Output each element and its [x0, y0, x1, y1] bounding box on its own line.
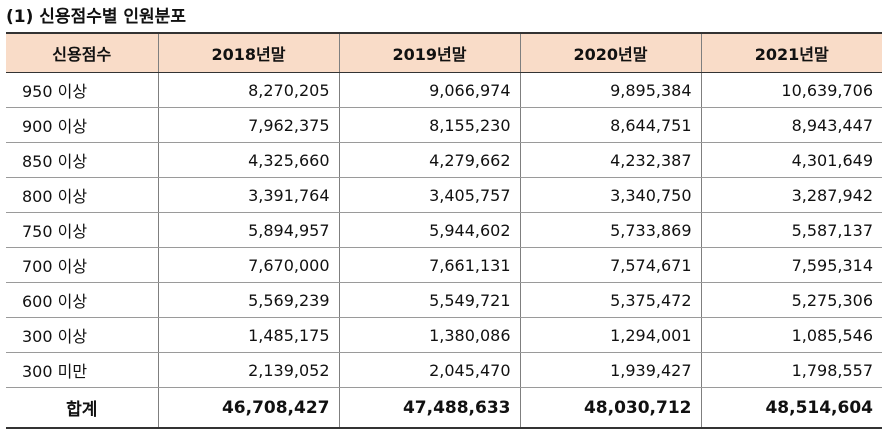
- header-credit-score: 신용점수: [6, 32, 159, 73]
- table-row: 800 이상 3,391,764 3,405,757 3,340,750 3,287,9…: [6, 177, 882, 213]
- table-header: 신용점수 2018년말 2019년말 2020년말 2021년말: [6, 32, 882, 73]
- cell-2019: 2,045,470: [338, 352, 521, 388]
- cell-2021: 7,595,314: [700, 247, 882, 283]
- credit-score-distribution-table: 신용점수 2018년말 2019년말 2020년말 2021년말 950 이상 8…: [6, 32, 882, 429]
- header-row: 신용점수 2018년말 2019년말 2020년말 2021년말: [6, 32, 882, 73]
- cell-2018: 3,391,764: [157, 177, 340, 213]
- cell-2020: 5,733,869: [519, 212, 702, 248]
- cell-2021: 4,301,649: [700, 142, 882, 178]
- cell-2019: 1,380,086: [338, 317, 521, 353]
- total-label: 합계: [6, 387, 159, 429]
- row-label: 300 이상: [6, 317, 159, 353]
- header-2019: 2019년말: [338, 32, 521, 73]
- cell-2020: 3,340,750: [519, 177, 702, 213]
- total-cell-2018: 46,708,427: [157, 387, 340, 429]
- cell-2021: 1,798,557: [700, 352, 882, 388]
- cell-2019: 5,944,602: [338, 212, 521, 248]
- cell-2021: 1,085,546: [700, 317, 882, 353]
- cell-2018: 1,485,175: [157, 317, 340, 353]
- row-label: 900 이상: [6, 107, 159, 143]
- table-row: 600 이상 5,569,239 5,549,721 5,375,472 5,275,3…: [6, 282, 882, 318]
- cell-2020: 7,574,671: [519, 247, 702, 283]
- cell-2019: 4,279,662: [338, 142, 521, 178]
- row-label: 700 이상: [6, 247, 159, 283]
- row-label: 750 이상: [6, 212, 159, 248]
- cell-2020: 1,939,427: [519, 352, 702, 388]
- cell-2019: 3,405,757: [338, 177, 521, 213]
- cell-2018: 5,569,239: [157, 282, 340, 318]
- table-footer: 합계 46,708,427 47,488,633 48,030,712 48,5…: [6, 387, 882, 429]
- table-row: 900 이상 7,962,375 8,155,230 8,644,751 8,943,4…: [6, 107, 882, 143]
- total-row: 합계 46,708,427 47,488,633 48,030,712 48,5…: [6, 387, 882, 429]
- cell-2020: 4,232,387: [519, 142, 702, 178]
- cell-2020: 1,294,001: [519, 317, 702, 353]
- table-body: 950 이상 8,270,205 9,066,974 9,895,384 10,639,…: [6, 72, 882, 388]
- cell-2021: 10,639,706: [700, 72, 882, 108]
- table-row: 300 미만 2,139,052 2,045,470 1,939,427 1,798,5…: [6, 352, 882, 388]
- row-label: 800 이상: [6, 177, 159, 213]
- cell-2018: 7,962,375: [157, 107, 340, 143]
- cell-2018: 8,270,205: [157, 72, 340, 108]
- header-2018: 2018년말: [157, 32, 340, 73]
- cell-2021: 5,275,306: [700, 282, 882, 318]
- cell-2018: 2,139,052: [157, 352, 340, 388]
- total-cell-2021: 48,514,604: [700, 387, 882, 429]
- table-row: 300 이상 1,485,175 1,380,086 1,294,001 1,085,5…: [6, 317, 882, 353]
- table-row: 750 이상 5,894,957 5,944,602 5,733,869 5,587,1…: [6, 212, 882, 248]
- header-2021: 2021년말: [700, 32, 882, 73]
- row-label: 850 이상: [6, 142, 159, 178]
- cell-2019: 7,661,131: [338, 247, 521, 283]
- cell-2018: 7,670,000: [157, 247, 340, 283]
- cell-2018: 4,325,660: [157, 142, 340, 178]
- cell-2019: 9,066,974: [338, 72, 521, 108]
- cell-2020: 8,644,751: [519, 107, 702, 143]
- cell-2021: 8,943,447: [700, 107, 882, 143]
- cell-2021: 5,587,137: [700, 212, 882, 248]
- section-title: (1) 신용점수별 인원분포: [6, 7, 186, 27]
- cell-2018: 5,894,957: [157, 212, 340, 248]
- total-cell-2020: 48,030,712: [519, 387, 702, 429]
- header-2020: 2020년말: [519, 32, 702, 73]
- row-label: 950 이상: [6, 72, 159, 108]
- cell-2019: 8,155,230: [338, 107, 521, 143]
- row-label: 300 미만: [6, 352, 159, 388]
- cell-2019: 5,549,721: [338, 282, 521, 318]
- table-row: 700 이상 7,670,000 7,661,131 7,574,671 7,595,3…: [6, 247, 882, 283]
- cell-2020: 5,375,472: [519, 282, 702, 318]
- cell-2020: 9,895,384: [519, 72, 702, 108]
- table-row: 950 이상 8,270,205 9,066,974 9,895,384 10,639,…: [6, 72, 882, 108]
- cell-2021: 3,287,942: [700, 177, 882, 213]
- table-row: 850 이상 4,325,660 4,279,662 4,232,387 4,301,6…: [6, 142, 882, 178]
- row-label: 600 이상: [6, 282, 159, 318]
- total-cell-2019: 47,488,633: [338, 387, 521, 429]
